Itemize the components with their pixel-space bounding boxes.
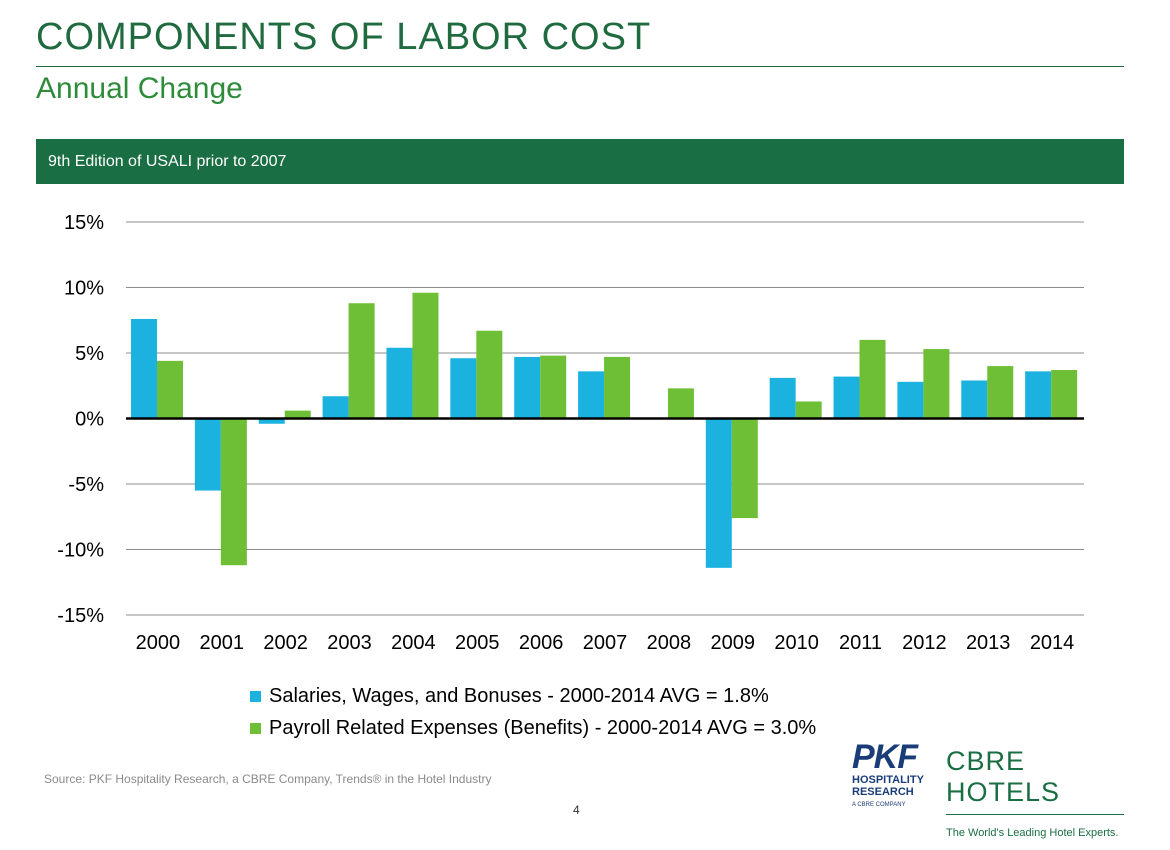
pkf-logo: PKF HOSPITALITY RESEARCH A CBRE COMPANY <box>852 740 942 825</box>
bar-benefits <box>476 330 503 419</box>
legend-item-salaries: Salaries, Wages, and Bonuses - 2000-2014… <box>250 680 816 712</box>
bar-salaries <box>322 396 349 419</box>
page-title: COMPONENTS OF LABOR COST <box>36 16 652 58</box>
page-number: 4 <box>573 803 580 817</box>
legend-swatch-benefits <box>250 722 261 734</box>
bar-salaries <box>131 318 157 419</box>
bar-salaries <box>258 418 285 424</box>
bar-salaries <box>514 356 541 419</box>
bar-salaries <box>897 381 924 419</box>
y-tick-label: -10% <box>57 540 104 562</box>
bar-benefits <box>1051 370 1078 419</box>
bar-salaries <box>961 380 988 419</box>
bar-benefits <box>923 349 950 419</box>
legend-item-benefits: Payroll Related Expenses (Benefits) - 20… <box>250 712 816 744</box>
x-tick-label: 2001 <box>200 632 245 654</box>
bar-benefits <box>859 339 886 419</box>
bar-benefits <box>667 388 694 419</box>
legend-label-salaries: Salaries, Wages, and Bonuses - 2000-2014… <box>269 684 769 707</box>
x-tick-label: 2013 <box>966 632 1011 654</box>
pkf-line1: HOSPITALITY <box>852 774 924 786</box>
bar-benefits <box>795 401 822 419</box>
bar-salaries <box>769 377 796 419</box>
bar-salaries <box>705 418 732 568</box>
chart-banner: 9th Edition of USALI prior to 2007 <box>36 139 1124 184</box>
x-tick-label: 2008 <box>647 632 692 654</box>
bar-benefits <box>157 360 183 419</box>
banner-label: 9th Edition of USALI prior to 2007 <box>48 153 287 170</box>
chart-legend: Salaries, Wages, and Bonuses - 2000-2014… <box>250 680 816 744</box>
x-tick-label: 2014 <box>1030 632 1075 654</box>
cbre-logo: CBRE HOTELS The World's Leading Hotel Ex… <box>946 746 1126 839</box>
bar-benefits <box>220 418 247 566</box>
x-tick-label: 2000 <box>136 632 181 654</box>
bar-benefits <box>412 292 439 419</box>
y-tick-label: 5% <box>75 343 104 365</box>
y-tick-label: -15% <box>57 605 104 627</box>
cbre-tagline: The World's Leading Hotel Experts. <box>946 827 1119 839</box>
y-tick-label: 10% <box>64 278 104 300</box>
cbre-divider <box>946 814 1124 815</box>
source-note: Source: PKF Hospitality Research, a CBRE… <box>44 772 492 786</box>
x-tick-label: 2011 <box>839 632 882 654</box>
bar-salaries <box>450 358 477 419</box>
legend-label-benefits: Payroll Related Expenses (Benefits) - 20… <box>269 716 817 739</box>
x-tick-label: 2005 <box>455 632 500 654</box>
y-tick-label: 0% <box>75 409 104 431</box>
bar-salaries <box>1025 371 1052 419</box>
x-tick-label: 2006 <box>519 632 564 654</box>
bar-benefits <box>987 366 1014 419</box>
x-tick-label: 2010 <box>774 632 819 654</box>
x-tick-label: 2009 <box>710 632 755 654</box>
pkf-line2: RESEARCH <box>852 786 914 798</box>
x-tick-label: 2004 <box>391 632 436 654</box>
bar-benefits <box>284 410 311 419</box>
bar-benefits <box>731 418 758 519</box>
x-tick-label: 2003 <box>327 632 372 654</box>
pkf-wordmark: PKF <box>852 738 918 776</box>
page-subtitle: Annual Change <box>36 72 243 105</box>
bar-salaries <box>578 371 605 419</box>
bar-salaries <box>194 418 221 491</box>
bar-salaries <box>833 376 860 419</box>
bar-benefits <box>540 355 567 419</box>
pkf-line3: A CBRE COMPANY <box>852 802 906 808</box>
y-tick-label: -5% <box>68 474 104 496</box>
legend-swatch-salaries <box>250 690 261 702</box>
y-tick-label: 15% <box>64 212 104 234</box>
bar-benefits <box>348 303 375 419</box>
x-tick-label: 2012 <box>902 632 947 654</box>
bar-benefits <box>604 356 631 419</box>
cbre-wordmark: CBRE HOTELS <box>946 746 1061 807</box>
bar-chart: 15% 10% 5% 0% -5% -10% -15% 2000 2001 2002 2003 200… <box>57 212 1084 654</box>
x-tick-label: 2007 <box>583 632 628 654</box>
bar-salaries <box>386 347 413 419</box>
title-divider <box>36 66 1124 67</box>
x-tick-label: 2002 <box>263 632 308 654</box>
